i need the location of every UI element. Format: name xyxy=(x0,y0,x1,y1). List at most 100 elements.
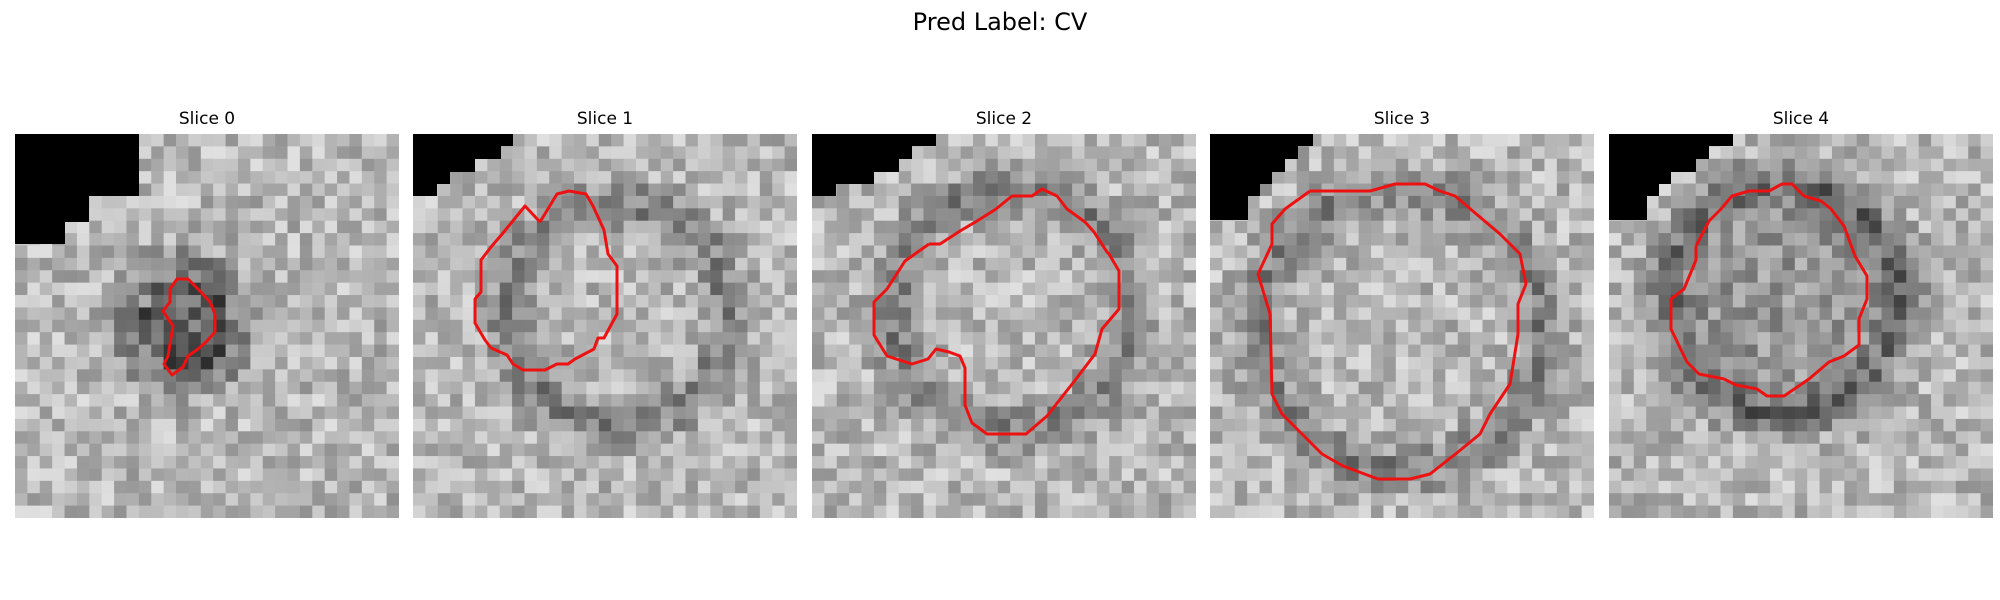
pixel xyxy=(1856,158,1870,172)
pixel xyxy=(1445,493,1459,507)
slice-panel-0: Slice 0 xyxy=(15,0,399,520)
pixel xyxy=(536,468,550,482)
pixel xyxy=(710,431,724,445)
pixel xyxy=(1482,282,1496,296)
pixel xyxy=(1494,456,1508,469)
pixel xyxy=(960,480,974,494)
pixel xyxy=(549,208,563,222)
pixel xyxy=(759,505,773,518)
pixel xyxy=(1556,480,1570,494)
pixel xyxy=(660,146,674,160)
pixel xyxy=(1794,295,1808,308)
pixel xyxy=(163,146,177,160)
pixel xyxy=(747,356,761,370)
pixel xyxy=(911,282,924,296)
pixel xyxy=(1794,369,1808,383)
pixel xyxy=(1609,418,1622,432)
pixel xyxy=(101,282,115,296)
pixel xyxy=(611,418,625,432)
pixel xyxy=(747,233,761,246)
pixel xyxy=(873,257,887,271)
pixel xyxy=(324,505,338,518)
pixel xyxy=(250,282,264,296)
pixel xyxy=(1794,344,1808,358)
pixel xyxy=(1146,146,1160,160)
pixel xyxy=(574,220,587,234)
pixel xyxy=(1059,146,1073,160)
pixel xyxy=(1482,257,1496,271)
pixel xyxy=(1109,431,1123,445)
pixel xyxy=(697,356,711,370)
pixel xyxy=(1395,480,1409,494)
pixel xyxy=(1732,406,1746,420)
pixel xyxy=(1782,418,1796,432)
pixel xyxy=(1708,282,1721,296)
pixel xyxy=(1745,369,1759,383)
pixel xyxy=(1309,431,1322,445)
pixel xyxy=(349,158,363,172)
pixel xyxy=(1432,307,1446,321)
pixel xyxy=(898,418,912,432)
pixel xyxy=(960,134,974,147)
pixel xyxy=(1072,319,1086,333)
pixel xyxy=(1906,443,1920,457)
pixel xyxy=(462,270,476,284)
pixel xyxy=(188,282,202,296)
pixel xyxy=(1034,307,1048,321)
pixel xyxy=(1906,381,1920,395)
pixel xyxy=(114,344,127,358)
pixel xyxy=(163,381,177,395)
pixel xyxy=(287,480,301,494)
pixel xyxy=(824,319,838,333)
pixel xyxy=(598,505,612,518)
pixel xyxy=(1819,282,1833,296)
pixel xyxy=(374,480,388,494)
pixel xyxy=(1222,381,1236,395)
pixel xyxy=(861,344,875,358)
pixel xyxy=(1222,431,1236,445)
pixel xyxy=(1980,505,1993,518)
pixel xyxy=(1670,493,1684,507)
pixel xyxy=(1059,344,1073,358)
pixel xyxy=(960,381,974,395)
pixel xyxy=(1109,183,1123,197)
pixel xyxy=(710,257,724,271)
pixel xyxy=(935,208,949,222)
pixel xyxy=(561,332,575,346)
pixel xyxy=(1968,233,1982,246)
pixel xyxy=(126,295,140,308)
pixel xyxy=(1034,270,1048,284)
pixel xyxy=(462,220,476,234)
pixel xyxy=(188,505,202,518)
pixel xyxy=(225,431,239,445)
pixel xyxy=(1034,282,1048,296)
pixel xyxy=(1259,443,1273,457)
pixel xyxy=(1794,158,1808,172)
pixel xyxy=(1034,319,1048,333)
pixel xyxy=(151,480,165,494)
pixel xyxy=(27,332,41,346)
pixel xyxy=(386,443,399,457)
pixel xyxy=(474,183,488,197)
pixel xyxy=(275,257,289,271)
pixel xyxy=(985,270,999,284)
pixel xyxy=(1358,208,1372,222)
pixel xyxy=(935,257,949,271)
pixel xyxy=(188,146,202,160)
pixel xyxy=(635,282,649,296)
pixel xyxy=(1146,183,1160,197)
pixel xyxy=(1395,270,1409,284)
pixel xyxy=(1183,431,1196,445)
pixel xyxy=(1732,295,1746,308)
pixel xyxy=(1633,369,1647,383)
pixel xyxy=(474,307,488,321)
pixel xyxy=(1943,282,1957,296)
pixel xyxy=(1918,257,1932,271)
pixel xyxy=(1084,418,1098,432)
pixel xyxy=(598,195,612,209)
pixel xyxy=(499,183,513,197)
pixel xyxy=(312,381,326,395)
pixel xyxy=(673,505,687,518)
pixel xyxy=(1146,158,1160,172)
pixel xyxy=(487,220,501,234)
